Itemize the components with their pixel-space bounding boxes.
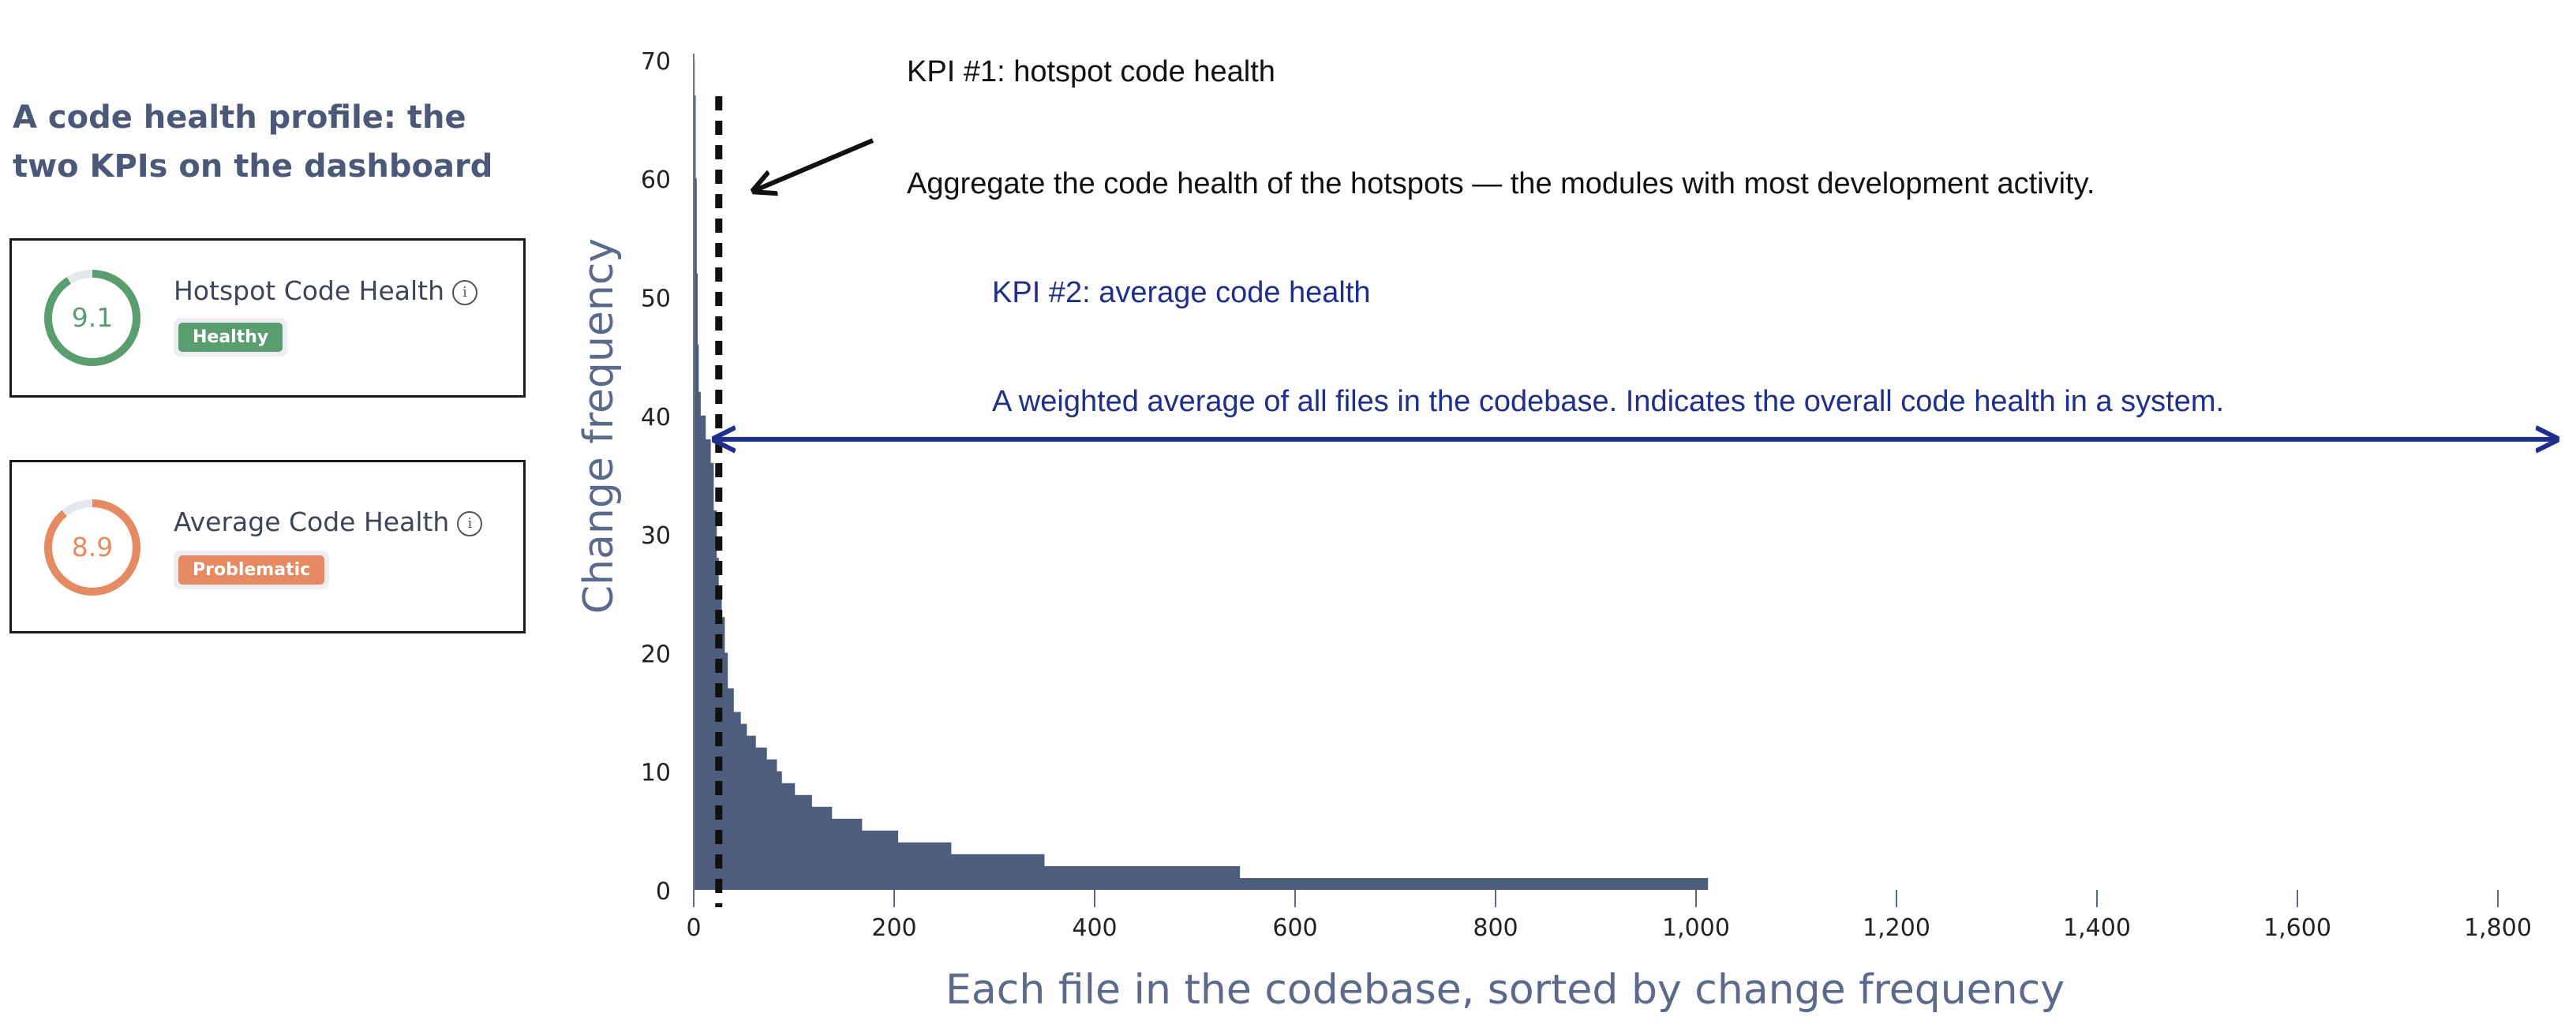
x-tick-label: 400 bbox=[1072, 914, 1117, 942]
gauge-average: 8.9 bbox=[40, 495, 144, 600]
y-tick-label: 0 bbox=[656, 878, 671, 906]
y-tick-label: 10 bbox=[641, 760, 671, 787]
kpi2-title: KPI #2: average code health bbox=[992, 276, 1371, 309]
kpi1-pointer-arrow-icon bbox=[754, 138, 874, 191]
kpi-title-text: Average Code Health bbox=[174, 506, 450, 537]
y-tick-label: 30 bbox=[641, 522, 671, 550]
y-tick-label: 70 bbox=[641, 48, 671, 76]
y-tick-label: 20 bbox=[641, 641, 671, 668]
y-tick-label: 50 bbox=[641, 286, 671, 313]
info-icon[interactable]: i bbox=[457, 510, 483, 536]
x-tick-label: 600 bbox=[1272, 914, 1317, 942]
gauge-hotspot: 9.1 bbox=[40, 266, 144, 370]
kpi-title: Hotspot Code Health i bbox=[174, 275, 478, 306]
gauge-value: 9.1 bbox=[71, 302, 114, 333]
x-tick-label: 1,000 bbox=[1662, 914, 1730, 942]
kpi1-description: Aggregate the code health of the hotspot… bbox=[907, 167, 2095, 200]
page-heading: A code health profile: the two KPIs on t… bbox=[13, 99, 493, 185]
y-axis-label: Change frequency bbox=[575, 238, 623, 614]
x-axis-label: Each file in the codebase, sorted by cha… bbox=[945, 966, 2065, 1014]
gauge-value: 8.9 bbox=[71, 532, 114, 562]
status-badge-wrap: Healthy bbox=[174, 318, 288, 357]
kpi2-description: A weighted average of all files in the c… bbox=[992, 385, 2225, 418]
kpi-card-hotspot: 9.1 Hotspot Code Health i Healthy bbox=[9, 238, 526, 398]
x-tick-label: 0 bbox=[686, 914, 701, 942]
x-tick-label: 1,800 bbox=[2464, 914, 2532, 942]
status-badge-wrap: Problematic bbox=[174, 551, 330, 589]
x-tick-label: 800 bbox=[1473, 914, 1518, 942]
kpi-card-average: 8.9 Average Code Health i Problematic bbox=[9, 460, 526, 633]
y-tick-label: 60 bbox=[641, 166, 671, 194]
status-badge: Problematic bbox=[178, 555, 325, 585]
x-tick-label: 1,600 bbox=[2263, 914, 2331, 942]
gauge-ring-icon bbox=[44, 499, 140, 596]
change-frequency-area bbox=[694, 59, 1709, 890]
kpi-title-text: Hotspot Code Health bbox=[174, 275, 445, 306]
kpi1-title: KPI #1: hotspot code health bbox=[907, 55, 1275, 88]
y-tick-label: 40 bbox=[641, 404, 671, 432]
gauge-ring-icon bbox=[44, 270, 140, 366]
info-icon[interactable]: i bbox=[452, 279, 478, 305]
kpi-title: Average Code Health i bbox=[174, 506, 483, 537]
x-tick-label: 1,400 bbox=[2063, 914, 2131, 942]
x-tick-label: 1,200 bbox=[1863, 914, 1930, 942]
status-badge: Healthy bbox=[178, 323, 283, 352]
x-tick-label: 200 bbox=[871, 914, 916, 942]
